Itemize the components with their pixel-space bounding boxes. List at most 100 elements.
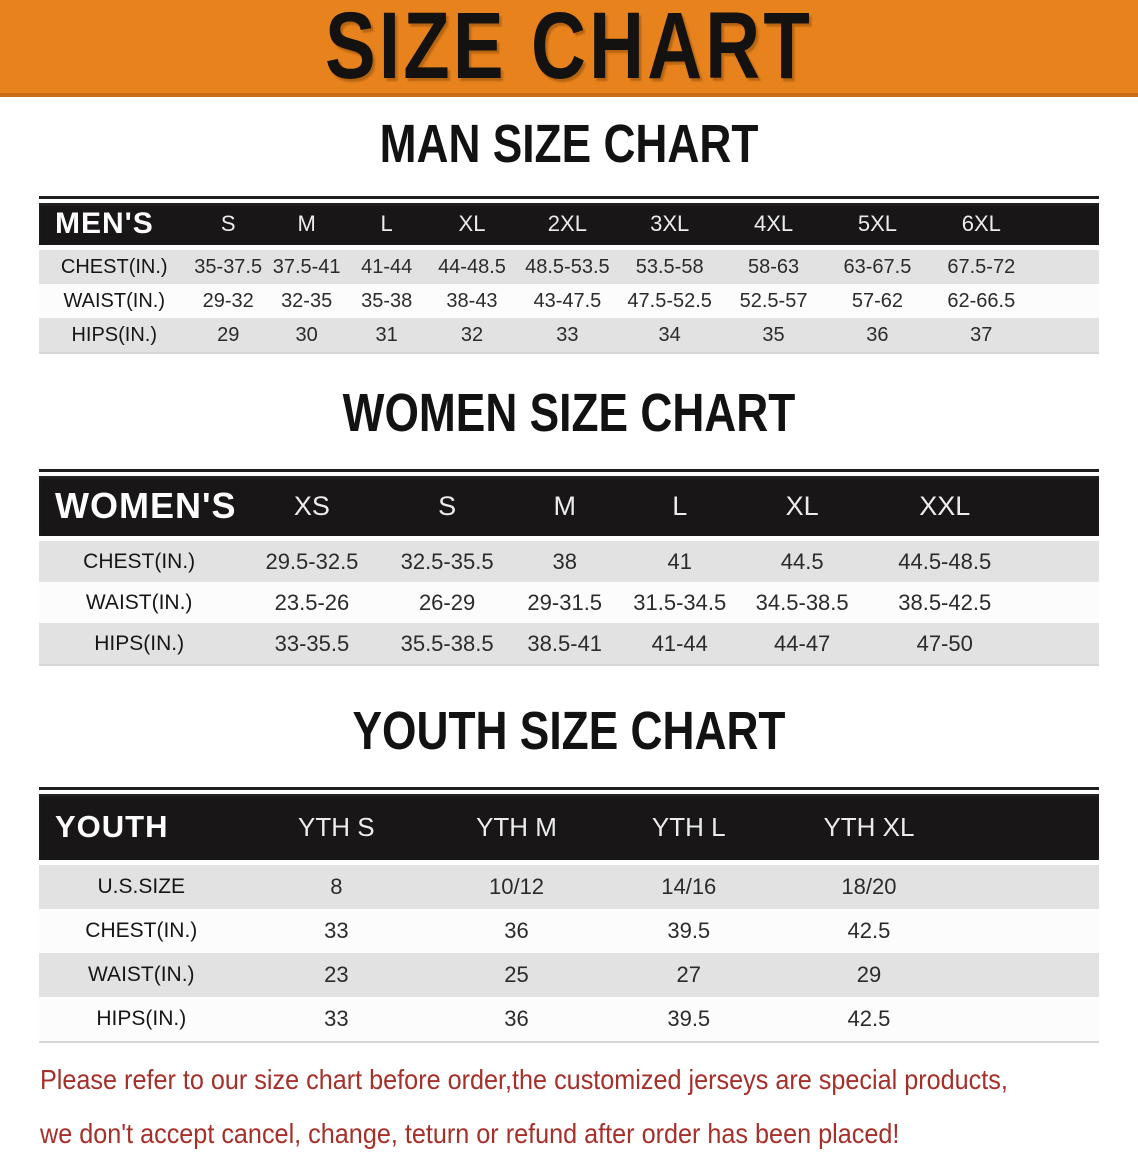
size-cell: 35-37.5	[194, 255, 263, 278]
table-row: CHEST(IN.) 29.5-32.5 32.5-35.5 38 41 44.5 44.5…	[39, 541, 1099, 582]
column-header: XXL	[919, 490, 971, 521]
column-header: L	[380, 211, 393, 236]
size-cell: 26-29	[418, 589, 476, 615]
column-header: M	[297, 211, 316, 236]
size-cell: 44.5	[780, 548, 824, 574]
women-section-heading: WOMEN SIZE CHART	[0, 386, 1138, 449]
size-cell: 32-35	[281, 289, 333, 312]
size-cell: 29-31.5	[527, 589, 603, 615]
size-cell: 41	[667, 548, 692, 574]
size-cell: 42.5	[847, 918, 891, 943]
row-label: HIPS(IN.)	[94, 631, 185, 655]
men-section-heading: MAN SIZE CHART	[0, 117, 1138, 180]
size-cell: 39.5	[667, 1006, 711, 1031]
table-row: HIPS(IN.) 29 30 31 32 33 34 35 36 37	[39, 318, 1099, 352]
table-row: CHEST(IN.) 35-37.5 37.5-41 41-44 44-48.5 48.5…	[39, 250, 1099, 284]
size-cell: 39.5	[667, 918, 711, 943]
youth-size-section: YOUTH SIZE CHART YOUTH YTH S YTH M YTH L YTH…	[0, 704, 1138, 1043]
table-row: CHEST(IN.) 33 36 39.5 42.5	[39, 909, 1099, 953]
size-cell: 35	[762, 323, 785, 346]
size-cell: 38.5-41	[527, 630, 603, 656]
size-cell: 67.5-72	[947, 255, 1016, 278]
size-cell: 44-47	[774, 630, 831, 656]
size-cell: 38.5-42.5	[898, 589, 992, 615]
size-cell: 37.5-41	[272, 255, 341, 278]
column-header: YTH L	[651, 811, 726, 842]
size-cell: 10/12	[488, 874, 545, 899]
notice-line-1: Please refer to our size chart before or…	[40, 1055, 1138, 1109]
size-cell: 43-47.5	[533, 289, 602, 312]
size-cell: 37	[970, 323, 993, 346]
column-header: S	[220, 211, 236, 236]
column-header: 6XL	[961, 211, 1001, 236]
column-header: YTH S	[298, 811, 375, 842]
size-cell: 29	[856, 962, 882, 987]
row-label: CHEST(IN.)	[85, 919, 198, 942]
table-header-bar: YOUTH YTH S YTH M YTH L YTH XL	[39, 794, 1099, 860]
size-cell: 25	[504, 962, 529, 987]
size-cell: 41-44	[651, 630, 708, 656]
size-cell: 42.5	[847, 1006, 891, 1031]
size-cell: 58-63	[747, 255, 800, 278]
youth-section-heading: YOUTH SIZE CHART	[0, 704, 1138, 767]
size-cell: 29	[217, 323, 240, 346]
size-cell: 29.5-32.5	[265, 548, 359, 574]
men-size-table: MEN'S S M L XL 2XL 3XL 4XL 5XL 6XL CHEST(IN.) 35-37…	[39, 196, 1099, 354]
table-row: HIPS(IN.) 33 36 39.5 42.5	[39, 997, 1099, 1041]
table-row: WAIST(IN.) 29-32 32-35 35-38 38-43 43-47.5 47.…	[39, 284, 1099, 318]
size-cell: 31.5-34.5	[633, 589, 727, 615]
women-size-section: WOMEN SIZE CHART WOMEN'S XS S M L XL XXL CHEST(…	[0, 386, 1138, 666]
size-cell: 33-35.5	[274, 630, 350, 656]
notice-line-2-text: we don't accept cancel, change, teturn o…	[40, 1118, 900, 1149]
size-cell: 14/16	[661, 874, 717, 899]
table-group-label: MEN'S	[55, 207, 154, 240]
column-header: YTH M	[476, 811, 557, 842]
size-cell: 29-32	[202, 289, 254, 312]
row-label: WAIST(IN.)	[85, 590, 193, 614]
size-cell: 52.5-57	[739, 289, 808, 312]
banner: SIZE CHART	[0, 0, 1138, 97]
size-cell: 23	[324, 962, 349, 987]
column-header: 2XL	[547, 211, 587, 236]
size-cell: 47-50	[916, 630, 973, 656]
size-cell: 27	[676, 962, 701, 987]
size-cell: 38-43	[446, 289, 498, 312]
size-cell: 35-38	[361, 289, 413, 312]
size-cell: 32	[460, 323, 484, 346]
size-cell: 53.5-58	[635, 255, 704, 278]
size-cell: 33	[556, 323, 579, 346]
notice-line-1-text: Please refer to our size chart before or…	[40, 1064, 1008, 1095]
size-cell: 48.5-53.5	[525, 255, 610, 278]
row-label: WAIST(IN.)	[63, 289, 165, 312]
column-header: L	[672, 490, 688, 521]
size-cell: 23.5-26	[274, 589, 350, 615]
column-header: XS	[293, 490, 330, 521]
column-header: YTH XL	[823, 811, 915, 842]
women-size-table: WOMEN'S XS S M L XL XXL CHEST(IN.) 29.5-32.5 32.5…	[39, 469, 1099, 666]
column-header: 4XL	[753, 211, 794, 236]
size-cell: 57-62	[851, 289, 903, 312]
size-cell: 41-44	[361, 255, 413, 278]
row-label: HIPS(IN.)	[96, 1007, 187, 1030]
banner-title: SIZE CHART	[325, 0, 813, 99]
youth-size-table: YOUTH YTH S YTH M YTH L YTH XL U.S.SIZE 8 10/12…	[39, 787, 1099, 1043]
size-cell: 38	[552, 548, 577, 574]
column-header: M	[553, 490, 576, 521]
size-cell: 34.5-38.5	[755, 589, 849, 615]
size-cell: 44.5-48.5	[898, 548, 992, 574]
table-row: U.S.SIZE 8 10/12 14/16 18/20	[39, 865, 1099, 909]
size-cell: 33	[324, 918, 349, 943]
footer-notice: Please refer to our size chart before or…	[40, 1055, 1138, 1163]
table-header-bar: WOMEN'S XS S M L XL XXL	[39, 476, 1099, 536]
column-header: S	[438, 490, 457, 521]
row-label: CHEST(IN.)	[83, 549, 196, 573]
column-header: 3XL	[650, 211, 690, 236]
row-label: CHEST(IN.)	[60, 255, 168, 278]
column-header: XL	[785, 490, 819, 521]
size-cell: 31	[375, 323, 398, 346]
size-cell: 30	[295, 323, 318, 346]
column-header: 5XL	[857, 211, 897, 236]
column-header: XL	[458, 211, 486, 236]
size-cell: 47.5-52.5	[627, 289, 712, 312]
